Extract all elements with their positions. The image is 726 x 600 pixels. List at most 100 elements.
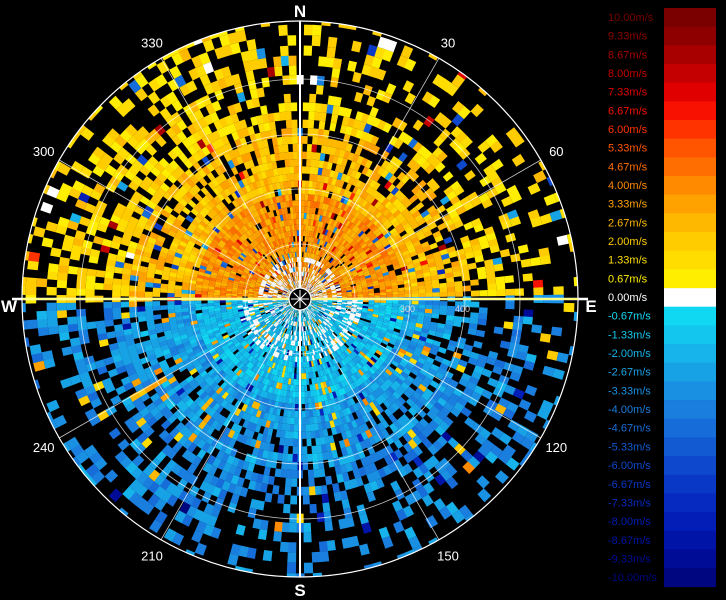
echo-cell xyxy=(377,422,386,432)
echo-cell xyxy=(437,273,446,280)
echo-cell xyxy=(295,312,297,318)
echo-cell xyxy=(340,387,347,395)
echo-cell xyxy=(331,346,337,352)
echo-cell xyxy=(308,355,311,362)
echo-cell xyxy=(329,320,335,325)
echo-cell xyxy=(210,336,218,343)
echo-cell xyxy=(340,373,346,381)
echo-cell xyxy=(176,273,184,279)
echo-cell xyxy=(307,390,311,398)
echo-cell xyxy=(519,456,528,467)
echo-cell xyxy=(312,317,316,323)
echo-cell xyxy=(197,318,205,324)
echo-cell xyxy=(351,271,358,276)
echo-cell xyxy=(258,305,264,308)
echo-cell xyxy=(319,263,324,268)
echo-cell xyxy=(368,358,376,366)
echo-cell xyxy=(282,365,287,372)
echo-cell xyxy=(320,358,325,364)
echo-cell xyxy=(162,266,171,273)
echo-cell xyxy=(295,397,299,405)
echo-cell xyxy=(438,420,450,432)
echo-cell xyxy=(25,277,37,287)
echo-cell xyxy=(436,264,445,271)
echo-cell xyxy=(390,480,401,492)
echo-cell xyxy=(270,325,275,331)
echo-cell xyxy=(307,278,311,283)
echo-cell xyxy=(330,192,337,200)
echo-cell xyxy=(157,335,167,343)
echo-cell xyxy=(340,288,347,291)
echo-cell xyxy=(241,331,248,337)
echo-cell xyxy=(199,480,210,492)
echo-cell xyxy=(344,282,350,286)
echo-cell xyxy=(382,362,390,369)
echo-cell xyxy=(273,305,279,308)
echo-cell xyxy=(539,255,551,265)
echo-cell xyxy=(341,366,348,373)
echo-cell xyxy=(132,454,145,467)
echo-cell xyxy=(279,541,289,553)
echo-cell xyxy=(363,123,373,134)
echo-cell xyxy=(231,374,239,382)
echo-cell xyxy=(341,319,347,324)
echo-cell xyxy=(322,339,326,346)
echo-cell xyxy=(382,229,390,236)
echo-cell xyxy=(245,436,253,446)
echo-cell xyxy=(320,234,325,240)
echo-cell xyxy=(316,214,321,221)
echo-cell xyxy=(310,430,316,439)
echo-cell xyxy=(362,226,369,233)
echo-cell xyxy=(355,326,362,332)
echo-cell xyxy=(310,152,317,160)
echo-cell xyxy=(308,320,312,325)
echo-cell xyxy=(181,394,191,404)
echo-cell xyxy=(167,376,177,385)
echo-cell xyxy=(490,176,503,189)
echo-cell xyxy=(340,286,346,290)
echo-cell xyxy=(300,251,303,257)
echo-cell xyxy=(474,433,487,446)
echo-cell xyxy=(314,310,319,314)
echo-cell xyxy=(311,288,316,292)
echo-cell xyxy=(454,286,463,292)
echo-cell xyxy=(273,305,278,308)
echo-cell xyxy=(355,220,362,227)
echo-cell xyxy=(508,342,520,352)
echo-cell xyxy=(404,351,413,358)
echo-cell xyxy=(319,330,324,335)
echo-cell xyxy=(334,248,340,255)
echo-cell xyxy=(304,356,307,362)
echo-cell xyxy=(322,294,328,296)
echo-cell xyxy=(350,239,356,246)
echo-cell xyxy=(200,330,208,337)
echo-cell xyxy=(422,320,431,326)
echo-cell xyxy=(358,248,365,255)
echo-cell xyxy=(314,301,319,303)
echo-cell xyxy=(78,216,91,227)
echo-cell xyxy=(333,345,338,351)
echo-cell xyxy=(264,319,270,324)
echo-cell xyxy=(191,455,202,467)
echo-cell xyxy=(212,384,221,392)
echo-cell xyxy=(314,322,318,327)
echo-cell xyxy=(195,287,202,292)
echo-cell xyxy=(153,485,166,499)
echo-cell xyxy=(305,424,311,432)
echo-cell xyxy=(154,322,163,329)
echo-cell xyxy=(227,281,234,286)
echo-cell xyxy=(311,307,316,311)
echo-cell xyxy=(294,340,297,346)
echo-cell xyxy=(538,247,550,258)
echo-cell xyxy=(249,311,255,315)
echo-cell xyxy=(329,147,337,156)
echo-cell xyxy=(340,447,349,457)
echo-cell xyxy=(320,175,326,183)
echo-cell xyxy=(280,430,286,439)
echo-cell xyxy=(278,313,283,317)
echo-cell xyxy=(292,384,296,392)
echo-cell xyxy=(136,387,148,398)
echo-cell xyxy=(309,263,313,269)
echo-cell xyxy=(358,260,365,265)
echo-cell xyxy=(195,284,203,289)
